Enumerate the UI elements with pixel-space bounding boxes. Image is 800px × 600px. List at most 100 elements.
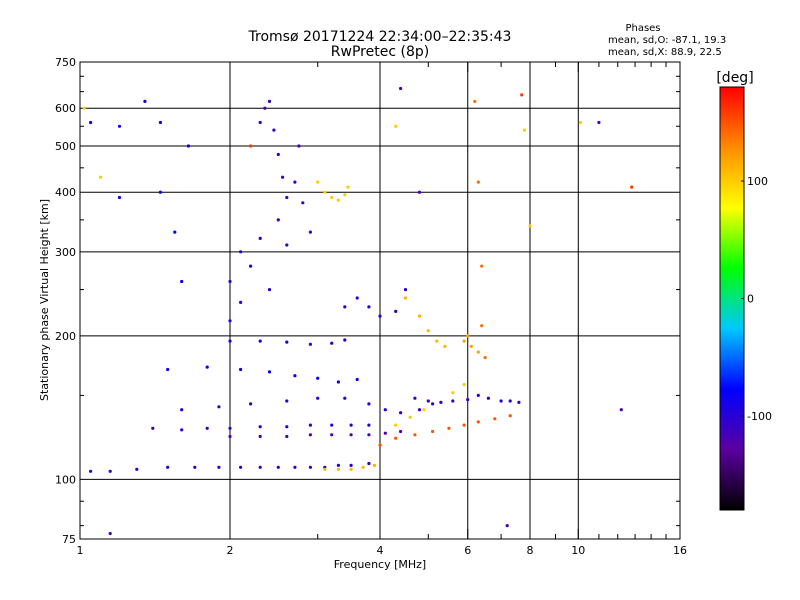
colorbar-tick-label: -100 — [747, 410, 772, 423]
data-point — [285, 425, 289, 429]
data-point — [476, 420, 480, 424]
data-point — [469, 344, 473, 348]
data-point — [336, 198, 340, 202]
data-point — [258, 465, 262, 469]
x-axis-label: Frequency [MHz] — [334, 558, 426, 571]
colorbar-tick-label: 100 — [747, 175, 768, 188]
data-point — [228, 426, 232, 430]
data-point — [349, 463, 353, 467]
data-point — [417, 190, 422, 194]
data-point — [158, 120, 162, 125]
data-point — [258, 434, 262, 439]
data-point — [166, 465, 170, 469]
data-point — [323, 467, 327, 471]
data-point — [267, 370, 272, 374]
colorbar — [719, 86, 745, 511]
x-tick-label: 6 — [464, 544, 471, 557]
data-point — [408, 415, 412, 419]
data-point — [293, 465, 297, 469]
data-point — [330, 341, 334, 345]
data-point — [343, 338, 347, 342]
data-point — [422, 408, 426, 412]
data-point — [228, 339, 232, 343]
data-point — [505, 524, 509, 528]
data-point — [239, 465, 243, 469]
data-point — [630, 185, 634, 189]
data-point — [267, 288, 272, 292]
grid-lines — [80, 62, 680, 539]
data-point — [108, 531, 112, 536]
data-point — [517, 400, 521, 404]
colorbar-label: [deg] — [716, 70, 753, 86]
colorbar-tick-label: 0 — [747, 293, 754, 306]
data-point — [285, 434, 289, 439]
data-point — [476, 180, 480, 184]
data-point — [82, 106, 86, 110]
data-point — [473, 99, 477, 103]
y-tick-label: 100 — [55, 473, 76, 486]
data-point — [508, 399, 512, 403]
data-point — [276, 465, 280, 469]
data-point — [217, 465, 221, 469]
data-point — [480, 264, 484, 268]
data-point — [151, 426, 155, 430]
data-point — [330, 195, 334, 200]
data-point — [394, 124, 398, 128]
data-point — [143, 99, 147, 103]
data-point — [135, 467, 139, 471]
data-point — [117, 195, 122, 200]
data-point — [508, 414, 512, 418]
axis-ticks — [79, 62, 681, 539]
data-point — [276, 218, 280, 222]
data-point — [272, 128, 276, 132]
data-point — [308, 342, 312, 346]
data-point — [476, 350, 480, 354]
y-tick-label: 400 — [55, 186, 76, 199]
y-tick-label: 600 — [55, 102, 76, 115]
data-point — [228, 279, 232, 284]
y-tick-label: 750 — [55, 56, 76, 69]
data-point — [323, 190, 327, 194]
data-point — [367, 433, 371, 437]
data-point — [239, 300, 243, 304]
data-point — [378, 314, 382, 318]
x-tick-labels: 1 2 4 6 8 10 16 — [77, 544, 688, 557]
data-point — [597, 120, 601, 125]
data-point — [451, 391, 455, 395]
data-point — [466, 334, 470, 338]
stats-heading: Phases — [625, 23, 660, 34]
data-point — [383, 408, 387, 412]
data-point — [336, 463, 340, 467]
data-point — [99, 175, 103, 179]
data-point — [89, 469, 93, 473]
data-point — [293, 374, 297, 378]
data-point — [343, 193, 347, 197]
data-point — [435, 339, 439, 343]
data-point — [346, 185, 350, 189]
y-tick-label: 75 — [62, 533, 76, 546]
data-point — [378, 443, 382, 447]
x-tick-label: 10 — [571, 544, 585, 557]
data-point — [285, 243, 289, 247]
data-point — [258, 120, 262, 125]
data-point — [249, 264, 253, 268]
data-point — [417, 314, 422, 318]
x-tick-label: 8 — [527, 544, 534, 557]
data-point — [108, 469, 112, 473]
data-point — [301, 201, 305, 205]
data-point — [367, 461, 371, 466]
data-point — [367, 423, 371, 427]
data-point — [343, 396, 347, 400]
data-point — [308, 465, 312, 469]
data-point — [493, 417, 497, 421]
data-point — [336, 380, 340, 384]
data-point — [520, 93, 524, 97]
data-point — [413, 396, 417, 400]
chart-subtitle: RwPretec (8p) — [331, 44, 429, 60]
data-point — [394, 436, 398, 440]
data-point — [258, 425, 262, 429]
data-point — [426, 399, 430, 403]
data-points — [82, 86, 634, 536]
data-point — [180, 279, 184, 284]
data-point — [394, 423, 398, 427]
